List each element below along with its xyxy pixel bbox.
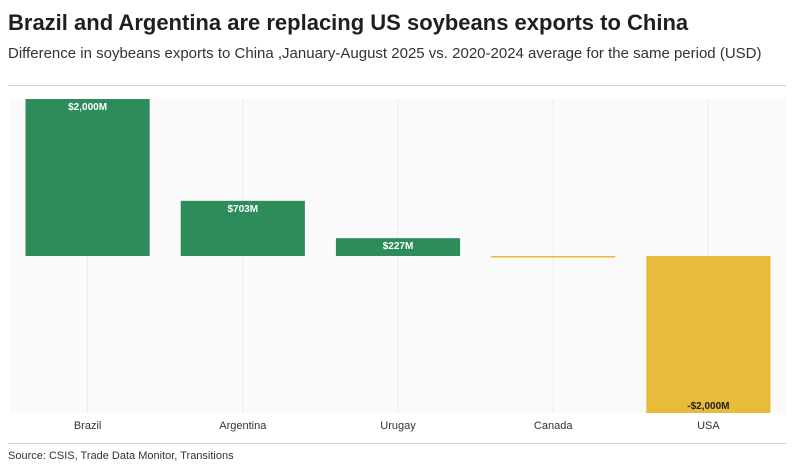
bar-chart: $2,000M $703M $227M -$2,000M Brazil Argentin…	[25, 99, 771, 432]
data-labels: $2,000M $703M $227M -$2,000M	[68, 102, 729, 412]
bar-brazil	[25, 99, 150, 256]
tick-label-urugay: Urugay	[380, 420, 416, 432]
chart-subtitle: Difference in soybeans exports to China …	[8, 45, 762, 62]
tick-label-usa: USA	[697, 420, 720, 432]
data-label-brazil: $2,000M	[68, 102, 107, 113]
data-label-usa: -$2,000M	[687, 401, 729, 412]
tick-label-canada: Canada	[534, 420, 573, 432]
bar-canada	[491, 256, 616, 258]
x-axis-tick-labels: Brazil Argentina Urugay Canada USA	[74, 420, 721, 432]
bar-usa	[646, 256, 771, 413]
tick-label-argentina: Argentina	[219, 420, 267, 432]
data-label-argentina: $703M	[228, 204, 259, 215]
bar-argentina	[180, 200, 305, 256]
data-label-urugay: $227M	[383, 241, 414, 252]
header-divider	[8, 85, 786, 86]
source-note: Source: CSIS, Trade Data Monitor, Transi…	[8, 450, 234, 462]
footer-divider	[8, 443, 786, 444]
tick-label-brazil: Brazil	[74, 420, 102, 432]
chart-title: Brazil and Argentina are replacing US so…	[8, 10, 689, 35]
bars	[25, 99, 771, 413]
bar-urugay	[335, 238, 461, 256]
